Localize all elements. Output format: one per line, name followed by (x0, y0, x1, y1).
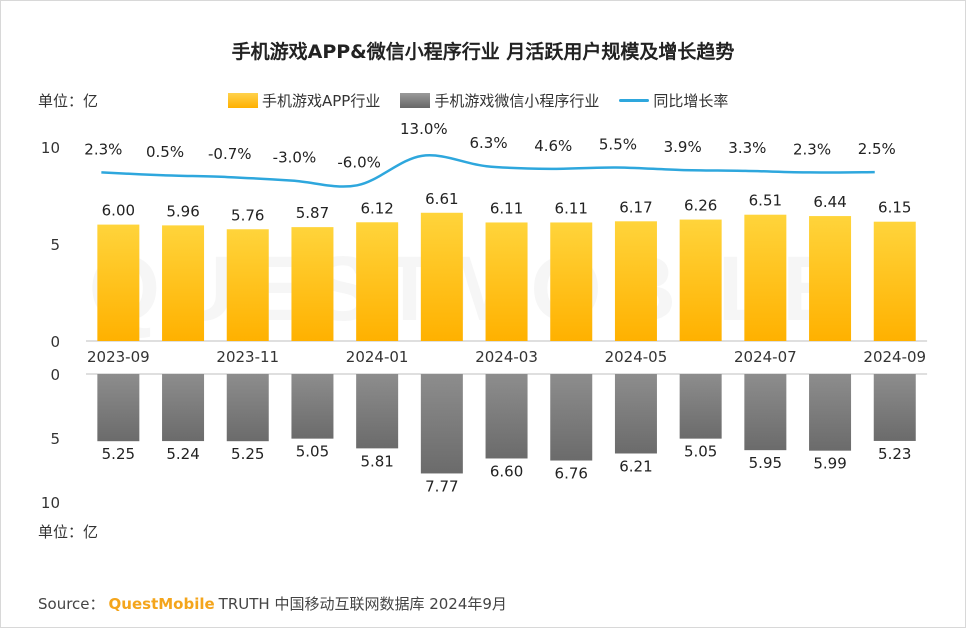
unit-label-top: 单位：亿 (38, 92, 99, 110)
bar-miniprogram (162, 374, 205, 442)
line-swatch-icon (619, 98, 650, 102)
y-tick-label-bottom: 10 (41, 494, 60, 512)
bar-miniprogram (679, 374, 722, 439)
growth-rate-label: -0.7% (208, 145, 252, 163)
legend-item-growth: 同比增长率 (619, 90, 728, 111)
growth-rate-label: 2.3% (793, 140, 831, 158)
bar-swatch-icon (400, 92, 431, 108)
bar-value-label-miniprogram: 7.77 (425, 477, 458, 495)
bar-value-label-app: 6.11 (490, 199, 523, 217)
bar-app (291, 227, 334, 341)
bar-value-label-miniprogram: 5.23 (878, 445, 911, 463)
y-tick-label-top: 0 (50, 333, 60, 351)
bar-value-label-miniprogram: 5.25 (231, 445, 264, 463)
growth-rate-label: 4.6% (534, 137, 572, 155)
legend: 手机游戏APP行业 手机游戏微信小程序行业 同比增长率 (228, 89, 748, 111)
legend-item-miniprogram: 手机游戏微信小程序行业 (400, 90, 599, 111)
growth-rate-label: 13.0% (400, 120, 448, 138)
bar-app (356, 222, 399, 341)
bar-miniprogram (226, 374, 269, 442)
legend-label-app: 手机游戏APP行业 (262, 91, 381, 110)
bar-miniprogram (291, 374, 334, 439)
bar-value-label-app: 6.12 (360, 199, 393, 217)
bar-miniprogram (873, 374, 916, 441)
source-prefix: Source： (38, 595, 105, 613)
growth-rate-label: 3.3% (728, 139, 766, 157)
y-tick-label-top: 5 (50, 236, 60, 254)
bar-miniprogram (485, 374, 528, 459)
legend-label-miniprogram: 手机游戏微信小程序行业 (434, 91, 600, 110)
bar-miniprogram (809, 374, 852, 451)
chart-title: 手机游戏APP&微信小程序行业 月活跃用户规模及增长趋势 (231, 41, 735, 63)
y-tick-label-bottom: 0 (50, 366, 60, 384)
bar-app (226, 229, 269, 341)
bar-value-label-miniprogram: 6.76 (555, 465, 588, 483)
growth-rate-label: 6.3% (469, 134, 507, 152)
x-tick-label: 2024-09 (863, 348, 926, 366)
bar-value-label-app: 5.76 (231, 206, 264, 224)
bar-value-label-app: 5.87 (296, 204, 329, 222)
bar-app (614, 221, 657, 341)
x-tick-label: 2023-11 (216, 348, 279, 366)
source-brand: QuestMobile (108, 595, 215, 613)
bar-value-label-miniprogram: 5.05 (684, 443, 717, 461)
unit-label-bottom: 单位：亿 (38, 523, 99, 541)
bar-value-label-app: 6.15 (878, 199, 911, 217)
bar-miniprogram (744, 374, 787, 451)
bar-app (744, 214, 787, 341)
x-tick-label: 2023-09 (87, 348, 150, 366)
growth-rate-line (101, 154, 875, 188)
bar-swatch-icon (228, 92, 258, 108)
bar-app (162, 225, 205, 341)
growth-rate-label: 5.5% (599, 135, 637, 153)
bar-value-label-miniprogram: 5.99 (813, 455, 846, 473)
bar-value-label-miniprogram: 6.60 (490, 462, 523, 480)
x-tick-label: 2024-05 (605, 348, 668, 366)
growth-rate-label: 3.9% (664, 138, 702, 156)
bar-app (420, 212, 463, 341)
bar-app (809, 216, 852, 341)
bar-value-label-app: 6.44 (813, 193, 846, 211)
bar-value-label-app: 6.11 (555, 199, 588, 217)
bar-miniprogram (97, 374, 140, 442)
legend-item-app: 手机游戏APP行业 (228, 90, 380, 111)
bar-value-label-app: 6.00 (102, 202, 135, 220)
growth-rate-label: 0.5% (146, 143, 184, 161)
growth-rate-label: 2.5% (858, 140, 896, 158)
bar-value-label-app: 6.61 (425, 190, 458, 208)
source-text: TRUTH 中国移动互联网数据库 2024年9月 (218, 595, 507, 613)
bar-app (550, 222, 593, 341)
bar-value-label-app: 6.51 (749, 192, 782, 210)
x-tick-label: 2024-03 (475, 348, 538, 366)
bar-value-label-app: 6.17 (619, 198, 652, 216)
bar-miniprogram (420, 374, 463, 474)
bar-app (679, 219, 722, 341)
y-tick-label-bottom: 5 (50, 430, 60, 448)
bar-app (873, 221, 916, 341)
bar-value-label-app: 5.96 (166, 202, 199, 220)
bar-value-label-miniprogram: 5.24 (166, 445, 199, 463)
bottom-chart: 0 5 10 5.25 5.24 5.25 5.05 5.81 7.77 6.60 6.76 6.21… (41, 366, 928, 512)
growth-rate-label: -3.0% (273, 149, 317, 167)
bar-value-label-app: 6.26 (684, 197, 717, 215)
bar-app (485, 222, 528, 341)
bar-miniprogram (356, 374, 399, 449)
x-tick-label: 2024-07 (734, 348, 797, 366)
bar-miniprogram (614, 374, 657, 454)
y-tick-label-top: 10 (41, 139, 60, 157)
bar-value-label-miniprogram: 6.21 (619, 457, 652, 475)
growth-rate-label: 2.3% (84, 140, 122, 158)
bar-value-label-miniprogram: 5.95 (749, 454, 782, 472)
bar-miniprogram (550, 374, 593, 461)
bar-value-label-miniprogram: 5.05 (296, 443, 329, 461)
top-chart: 0 5 10 6.00 5.96 5.76 5.87 6.12 6.61 6.11 6.11 6.17… (41, 120, 928, 366)
bar-value-label-miniprogram: 5.25 (102, 445, 135, 463)
bar-value-label-miniprogram: 5.81 (360, 452, 393, 470)
bar-app (97, 224, 140, 341)
x-tick-label: 2024-01 (346, 348, 409, 366)
source-note: Source： QuestMobile TRUTH 中国移动互联网数据库 2024年… (38, 593, 507, 614)
legend-label-growth: 同比增长率 (653, 91, 729, 110)
growth-rate-label: -6.0% (337, 153, 381, 171)
